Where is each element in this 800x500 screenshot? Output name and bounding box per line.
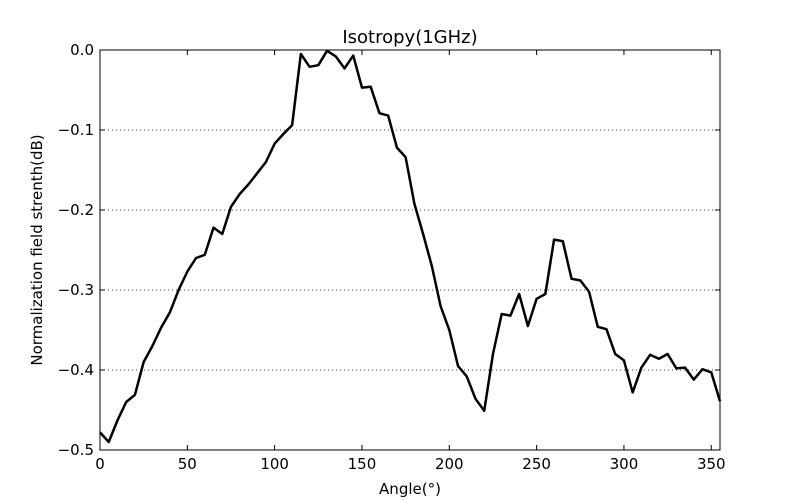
x-tick-label: 150 (348, 455, 377, 473)
x-tick-label: 300 (610, 455, 639, 473)
x-tick-label: 0 (95, 455, 105, 473)
series-layer (99, 49, 722, 444)
x-axis-label: Angle(°) (379, 480, 441, 498)
y-tick-label: −0.2 (58, 201, 94, 219)
y-tick-label: 0.0 (70, 41, 94, 59)
x-tick-label: 100 (260, 455, 289, 473)
y-tick-label: −0.4 (58, 361, 94, 379)
plot-frame (99, 49, 721, 451)
y-tick-label: −0.5 (58, 441, 94, 459)
series-line-0 (99, 49, 722, 444)
x-tick-label: 200 (435, 455, 464, 473)
axis-ticks: 0 50 100 150 200 250 300 350 0.0 −0.1 −0.2 −0.3 −0.4… (58, 41, 726, 473)
y-axis-label: Normalization field strenth(dB) (28, 134, 46, 365)
y-tick-label: −0.3 (58, 281, 94, 299)
y-tick-label: −0.1 (58, 121, 94, 139)
x-tick-label: 250 (522, 455, 551, 473)
x-tick-label: 350 (697, 455, 726, 473)
chart-title: Isotropy(1GHz) (342, 27, 477, 48)
x-tick-label: 50 (178, 455, 197, 473)
